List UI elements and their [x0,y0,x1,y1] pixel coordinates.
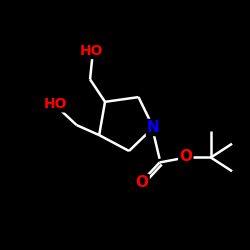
Text: N: N [147,120,160,135]
Text: HO: HO [44,97,67,111]
Text: O: O [136,175,148,190]
Text: O: O [179,150,192,164]
Text: HO: HO [80,44,103,58]
